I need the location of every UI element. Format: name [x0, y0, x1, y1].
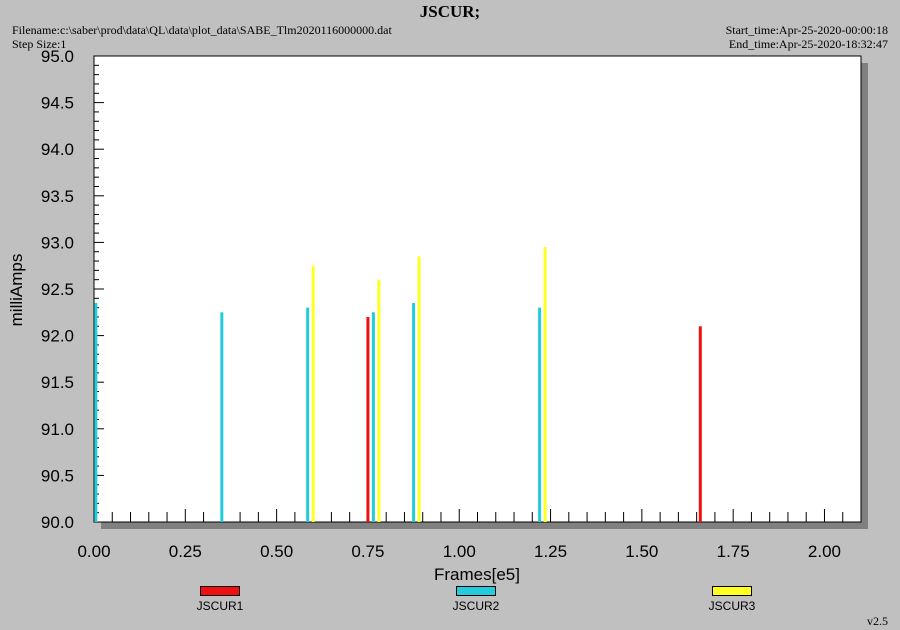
end-time-label: End_time:Apr-25-2020-18:32:47 [728, 37, 888, 51]
jscur3-bar [543, 247, 547, 522]
legend-label: JSCUR1 [196, 599, 244, 613]
legend-label: JSCUR3 [708, 599, 756, 613]
legend-item-jscur2: JSCUR2 [416, 586, 536, 613]
y-tick-label: 92.0 [41, 327, 74, 346]
plot-background [93, 55, 862, 523]
x-axis-label: Frames[e5] [434, 565, 520, 584]
x-tick-label: 1.50 [625, 542, 658, 561]
jscur2-bar [538, 307, 542, 522]
filename-label: Filename:c:\saber\prod\data\QL\data\plot… [12, 23, 392, 37]
x-tick-label: 0.75 [351, 542, 384, 561]
jscur3-bar [311, 265, 315, 522]
jscur2-bar [306, 307, 310, 522]
legend-item-jscur1: JSCUR1 [160, 586, 280, 613]
legend-swatch [200, 586, 240, 596]
y-tick-label: 94.5 [41, 94, 74, 113]
jscur3-bar [377, 279, 381, 522]
y-tick-label: 93.5 [41, 187, 74, 206]
jscur1-bar [698, 326, 702, 522]
x-tick-label: 0.50 [260, 542, 293, 561]
x-tick-label: 1.00 [443, 542, 476, 561]
legend-item-jscur3: JSCUR3 [672, 586, 792, 613]
jscur2-bar [371, 312, 375, 522]
y-tick-label: 92.5 [41, 280, 74, 299]
jscur2-bar [94, 302, 98, 522]
x-axis: 0.00 0.25 0.50 0.75 1.00 1.25 1.50 1.75 2.00 [77, 509, 862, 561]
jscur2-bar [220, 312, 224, 522]
y-tick-label: 93.0 [41, 233, 74, 252]
x-tick-label: 1.25 [534, 542, 567, 561]
legend-label: JSCUR2 [452, 599, 500, 613]
data-series [94, 247, 702, 522]
x-tick-label: 1.75 [717, 542, 750, 561]
start-time-label: Start_time:Apr-25-2020-00:00:18 [725, 23, 888, 37]
legend-swatch [456, 586, 496, 596]
jscur2-bar [412, 302, 416, 522]
y-tick-label: 91.5 [41, 373, 74, 392]
x-tick-label: 0.25 [169, 542, 202, 561]
chart-title: JSCUR; [419, 2, 481, 21]
y-tick-label: 90.0 [41, 513, 74, 532]
step-size-label: Step Size:1 [12, 37, 67, 51]
y-tick-label: 91.0 [41, 420, 74, 439]
x-tick-label: 0.00 [77, 542, 110, 561]
y-tick-label: 95.0 [41, 47, 74, 66]
y-tick-label: 94.0 [41, 140, 74, 159]
legend-swatch [712, 586, 752, 596]
jscur1-bar [366, 316, 370, 522]
jscur3-bar [417, 256, 421, 522]
y-tick-label: 90.5 [41, 466, 74, 485]
version-label: v2.5 [867, 614, 888, 628]
x-tick-label: 2.00 [808, 542, 841, 561]
y-axis-label: milliAmps [7, 254, 26, 327]
